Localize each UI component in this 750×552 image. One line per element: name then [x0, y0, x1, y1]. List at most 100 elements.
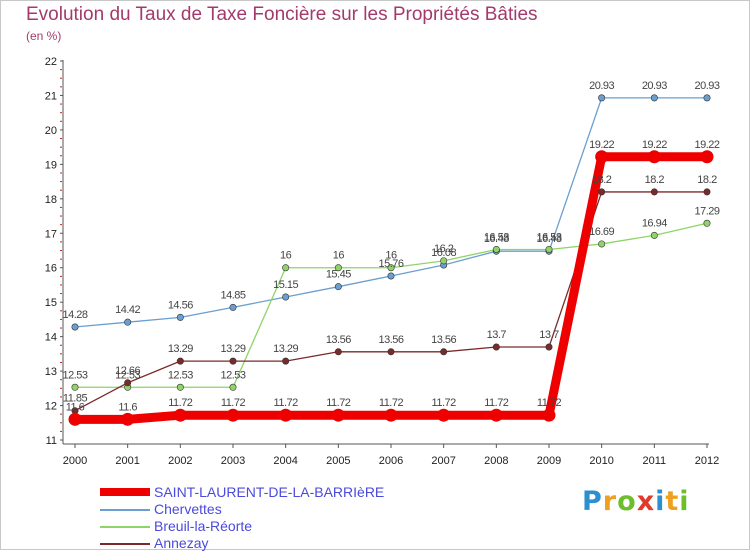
logo-letter: x — [636, 486, 656, 517]
y-tick-label: 14 — [45, 332, 57, 344]
data-label-annezay: 13.56 — [378, 334, 403, 346]
data-label-breuil: 16 — [385, 250, 397, 262]
legend-swatch-annezay — [100, 543, 150, 545]
data-label-breuil: 16.69 — [589, 226, 614, 238]
y-minor-tick — [60, 112, 62, 114]
y-minor-tick — [60, 344, 62, 346]
y-minor-tick — [60, 138, 62, 140]
x-tick-label: 2006 — [379, 455, 403, 467]
data-point-breuil — [492, 245, 500, 253]
data-label-saint-laurent: 11.6 — [66, 401, 85, 413]
x-tick-label: 2003 — [221, 455, 245, 467]
legend-label-breuil: Breuil-la-Réorte — [154, 518, 253, 534]
data-point-chervettes — [334, 283, 342, 291]
data-label-chervettes: 16.48 — [536, 233, 561, 245]
y-tick-label: 13 — [45, 366, 57, 378]
data-point-saint-laurent — [173, 408, 187, 422]
data-point-saint-laurent — [489, 408, 503, 422]
data-label-breuil: 12.53 — [115, 369, 140, 381]
y-minor-tick — [60, 241, 62, 243]
data-label-annezay: 11.85 — [63, 393, 88, 405]
data-point-breuil — [650, 231, 658, 239]
y-tick-label: 17 — [45, 228, 57, 240]
y-minor-tick — [60, 422, 62, 424]
data-label-chervettes: 20.93 — [642, 80, 667, 92]
data-point-chervettes — [229, 303, 237, 311]
data-label-annezay: 12.66 — [115, 365, 140, 377]
y-minor-tick — [60, 293, 62, 295]
x-tick-label: 2011 — [643, 455, 667, 467]
data-label-saint-laurent: 11.6 — [118, 401, 137, 413]
data-label-breuil: 16 — [280, 250, 292, 262]
legend-label-chervettes: Chervettes — [154, 501, 222, 517]
data-label-chervettes: 14.56 — [168, 299, 193, 311]
y-minor-tick — [60, 275, 62, 277]
y-minor-tick — [60, 379, 62, 381]
y-minor-tick — [60, 189, 62, 191]
y-minor-tick — [60, 206, 62, 208]
data-label-chervettes: 15.76 — [378, 258, 403, 270]
data-point-annezay — [440, 348, 448, 356]
data-label-breuil: 12.53 — [220, 369, 245, 381]
data-label-annezay: 18.2 — [697, 174, 717, 186]
data-point-chervettes — [703, 94, 711, 102]
y-minor-tick — [60, 430, 62, 432]
data-label-breuil: 16.2 — [434, 243, 454, 255]
data-label-saint-laurent: 11.72 — [379, 397, 404, 409]
logo-letter: t — [665, 486, 680, 517]
data-point-chervettes — [176, 313, 184, 321]
x-tick-label: 2001 — [115, 455, 139, 467]
data-point-breuil — [71, 383, 79, 391]
data-label-saint-laurent: 19.22 — [694, 139, 719, 151]
x-tick-label: 2009 — [537, 455, 561, 467]
data-label-annezay: 13.29 — [220, 343, 245, 355]
y-tick-label: 21 — [45, 90, 57, 102]
y-minor-tick — [60, 155, 62, 157]
y-tick-label: 18 — [45, 194, 57, 206]
chart-points — [68, 94, 714, 426]
data-label-breuil: 16.53 — [536, 231, 561, 243]
y-minor-tick — [60, 310, 62, 312]
legend-label-saint-laurent: SAINT-LAURENT-DE-LA-BARRIèRE — [154, 484, 385, 500]
data-label-breuil: 12.53 — [62, 369, 87, 381]
y-minor-tick — [60, 77, 62, 79]
data-label-chervettes: 16.48 — [484, 233, 509, 245]
x-tick-label: 2004 — [273, 455, 297, 467]
data-point-breuil — [176, 383, 184, 391]
chart-axes: 11 12 13 14 15 16 17 18 19 20 21 22 2000 2001 2002 2003… — [45, 56, 719, 467]
logo-letter: P — [582, 486, 603, 517]
data-point-saint-laurent — [384, 408, 398, 422]
y-tick-label: 16 — [45, 263, 57, 275]
y-minor-tick — [60, 181, 62, 183]
chart-title: Evolution du Taux de Taxe Foncière sur l… — [26, 4, 538, 25]
data-point-annezay — [387, 348, 395, 356]
data-point-chervettes — [650, 94, 658, 102]
legend-swatch-saint-laurent — [100, 488, 150, 496]
data-label-breuil: 16.94 — [642, 217, 667, 229]
series-line-chervettes — [74, 97, 707, 328]
data-point-saint-laurent — [542, 408, 556, 422]
data-point-breuil — [387, 264, 395, 272]
data-label-annezay: 18.2 — [592, 174, 612, 186]
data-point-breuil — [598, 240, 606, 248]
y-minor-tick — [60, 361, 62, 363]
logo-letter: r — [602, 486, 618, 517]
data-point-saint-laurent — [437, 408, 451, 422]
x-tick-label: 2000 — [63, 455, 87, 467]
y-minor-tick — [60, 413, 62, 415]
x-tick-label: 2002 — [168, 455, 192, 467]
logo-letter: o — [617, 486, 637, 517]
legend-swatch-chervettes — [100, 509, 150, 511]
y-minor-tick — [60, 103, 62, 105]
y-tick-label: 22 — [45, 56, 57, 68]
data-point-annezay — [545, 343, 553, 351]
data-label-annezay: 13.29 — [168, 343, 193, 355]
y-minor-tick — [60, 327, 62, 329]
y-tick-label: 20 — [45, 125, 57, 137]
data-label-saint-laurent: 19.22 — [589, 139, 614, 151]
y-minor-tick — [60, 224, 62, 226]
data-point-breuil — [440, 257, 448, 265]
data-label-breuil: 17.29 — [694, 205, 719, 217]
data-point-saint-laurent — [700, 150, 714, 164]
